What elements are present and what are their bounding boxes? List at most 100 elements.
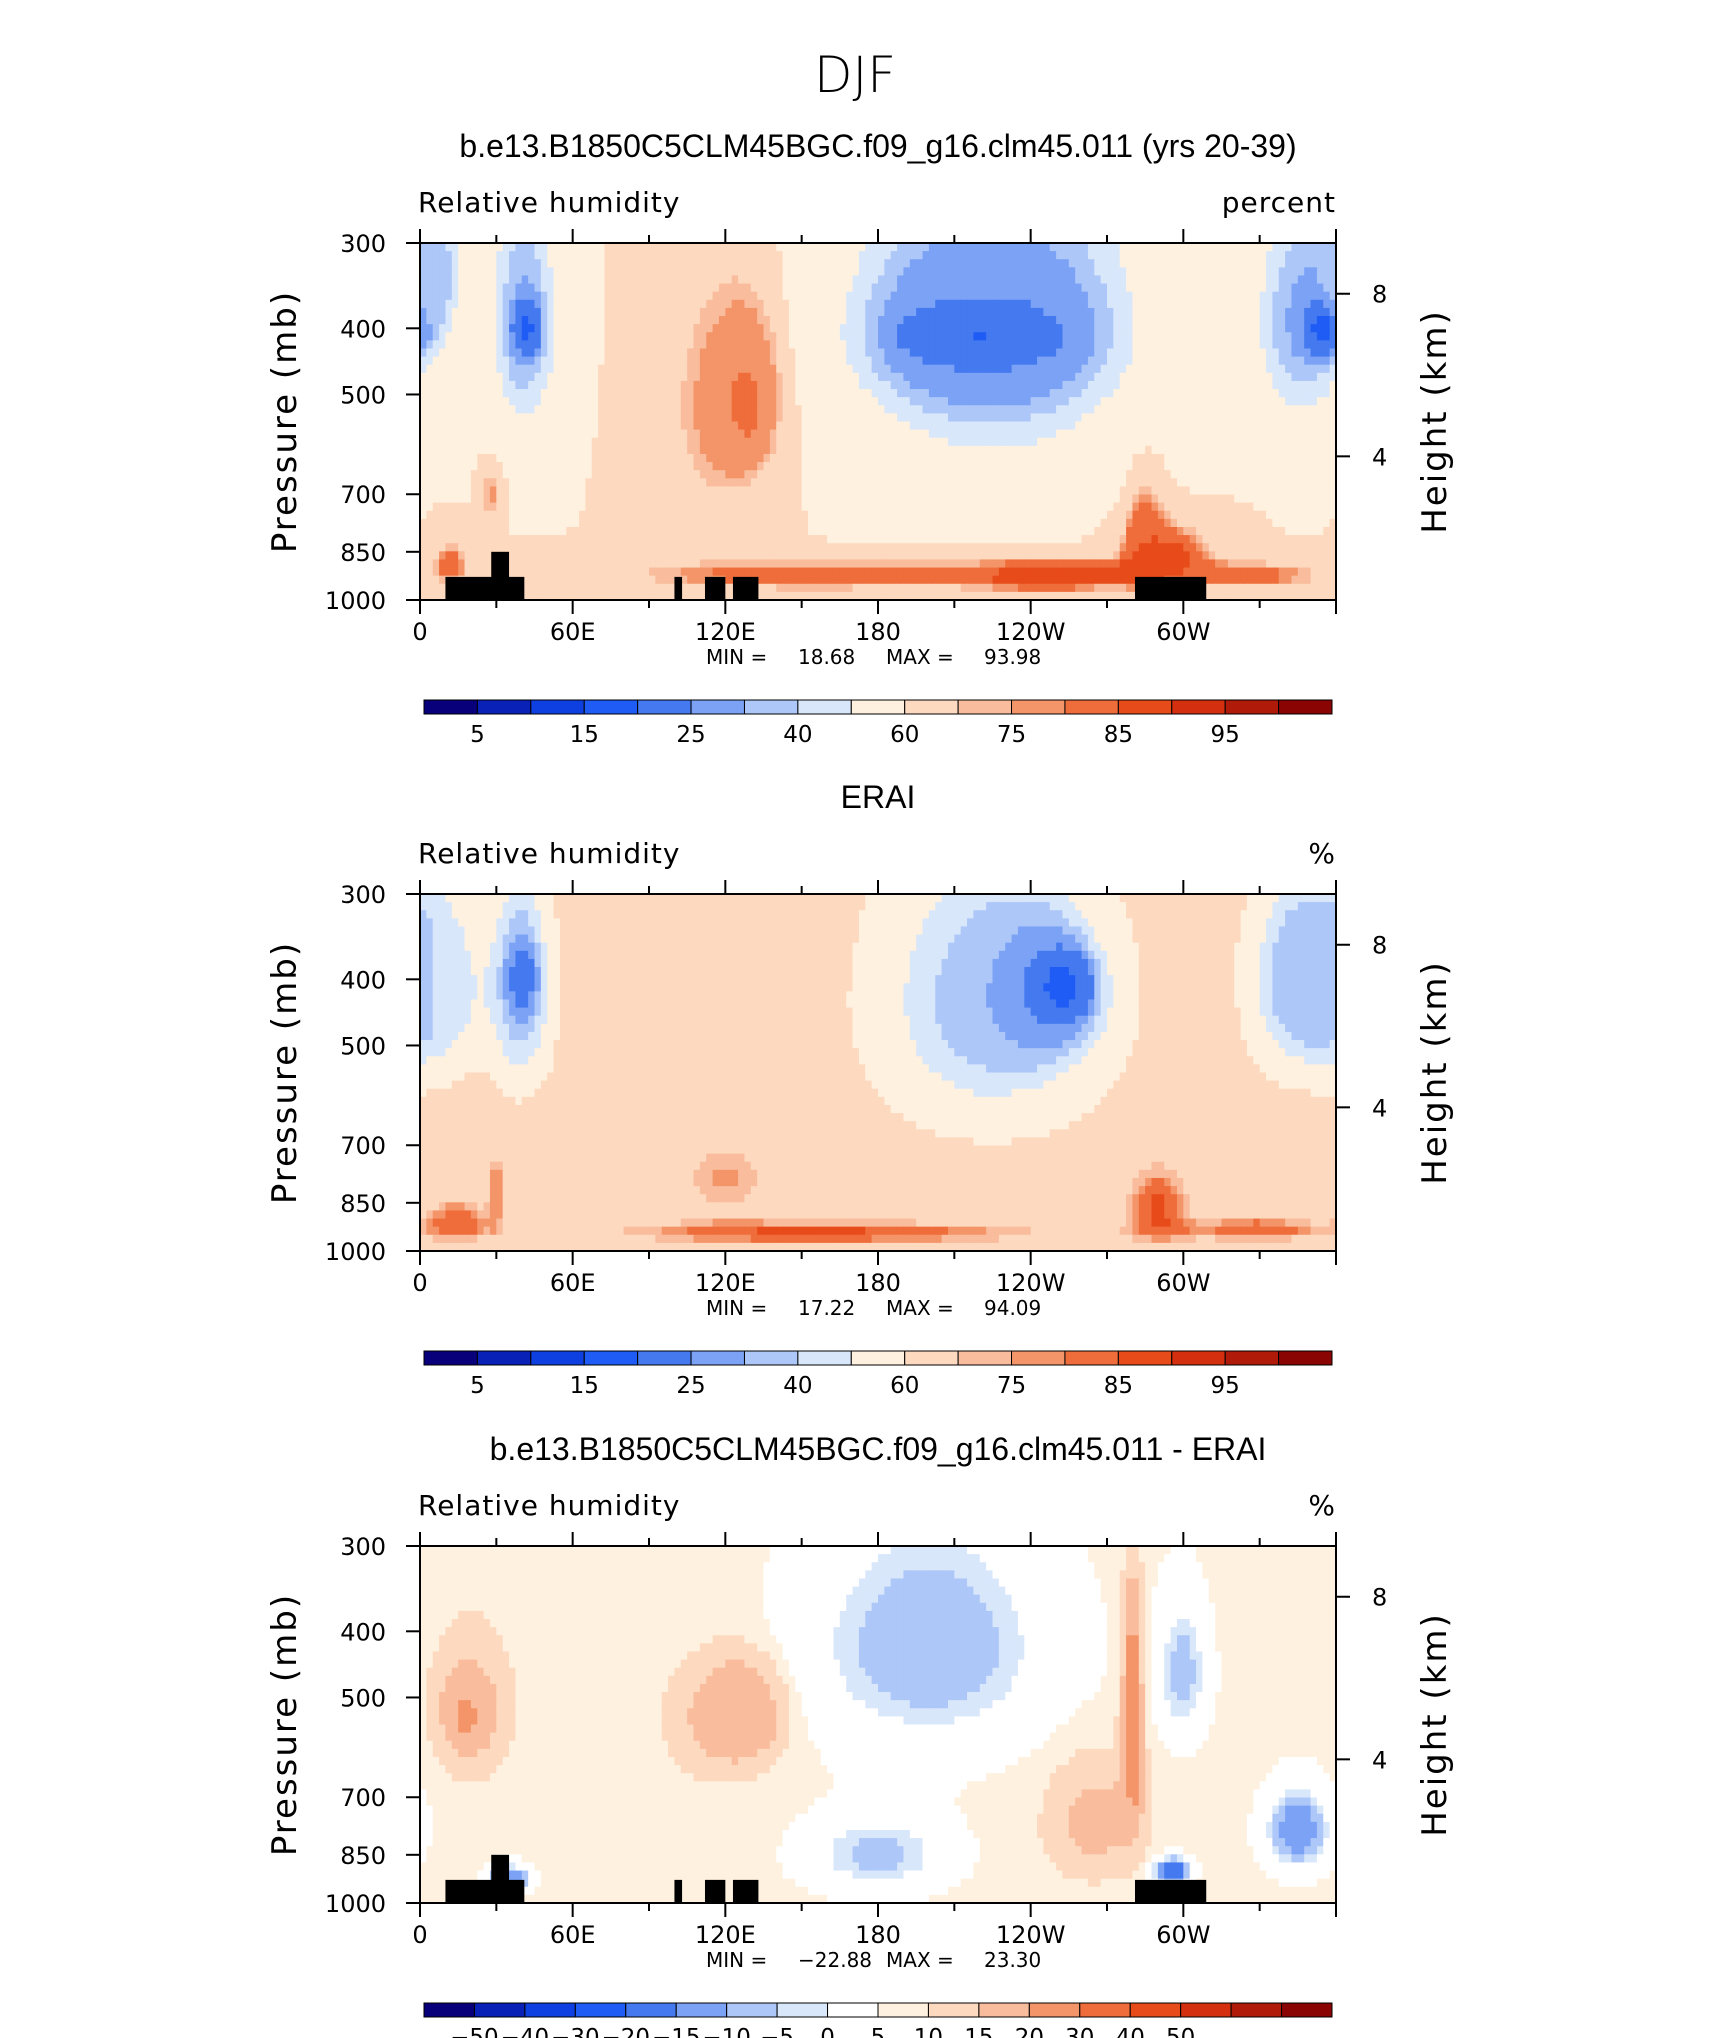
heatmap-cell: [1278, 348, 1286, 358]
heatmap-cell: [528, 340, 536, 350]
heatmap-cell: [598, 275, 606, 285]
heatmap-cell: [464, 291, 472, 301]
heatmap-cell: [680, 397, 688, 406]
heatmap-cell: [763, 421, 771, 431]
heatmap-cell: [725, 307, 733, 317]
heatmap-cell: [1215, 348, 1223, 358]
heatmap-cell: [1234, 494, 1242, 504]
heatmap-cell: [1253, 259, 1261, 268]
heatmap-cell: [1202, 316, 1210, 325]
heatmap-cell: [470, 299, 478, 309]
heatmap-cell: [808, 494, 815, 504]
heatmap-cell: [451, 299, 459, 309]
heatmap-cell: [489, 299, 497, 309]
heatmap-cell: [833, 462, 841, 471]
heatmap-cell: [973, 437, 981, 447]
heatmap-cell: [909, 267, 917, 277]
heatmap-cell: [680, 380, 688, 390]
heatmap-cell: [1291, 413, 1299, 423]
heatmap-cell: [1164, 389, 1172, 398]
heatmap-cell: [1138, 299, 1146, 309]
heatmap-cell: [833, 502, 841, 512]
heatmap-cell: [1126, 332, 1134, 341]
heatmap-cell: [687, 348, 695, 358]
heatmap-cell: [750, 259, 758, 268]
heatmap-cell: [1062, 340, 1070, 350]
heatmap-cell: [833, 299, 841, 309]
heatmap-cell: [585, 429, 593, 439]
heatmap-cell: [947, 389, 955, 398]
heatmap-cell: [1100, 307, 1108, 317]
heatmap-cell: [1157, 372, 1165, 382]
heatmap-cell: [1253, 494, 1261, 504]
heatmap-cell: [1056, 332, 1064, 341]
heatmap-cell: [1240, 445, 1248, 455]
heatmap-cell: [1113, 445, 1121, 455]
heatmap-cell: [617, 470, 625, 479]
heatmap-cell: [1221, 453, 1229, 463]
heatmap-cell: [909, 251, 917, 260]
heatmap-cell: [636, 316, 644, 325]
heatmap-cell: [547, 429, 555, 439]
heatmap-cell: [744, 364, 752, 374]
heatmap-cell: [776, 413, 784, 423]
heatmap-cell: [464, 364, 472, 374]
heatmap-cell: [661, 267, 669, 277]
heatmap-cell: [1329, 275, 1337, 285]
heatmap-cell: [445, 267, 453, 277]
heatmap-cell: [464, 421, 472, 431]
heatmap-cell: [649, 429, 656, 439]
heatmap-cell: [566, 340, 574, 350]
heatmap-cell: [489, 502, 497, 512]
heatmap-cell: [757, 510, 765, 520]
heatmap-cell: [750, 324, 758, 333]
heatmap-cell: [1285, 413, 1293, 423]
heatmap-cell: [1234, 299, 1242, 309]
heatmap-cell: [1164, 372, 1172, 382]
heatmap-cell: [674, 494, 682, 504]
heatmap-cell: [1049, 364, 1057, 374]
heatmap-cell: [897, 348, 905, 358]
heatmap-cell: [610, 413, 618, 423]
heatmap-cell: [693, 502, 701, 512]
heatmap-cell: [808, 429, 815, 439]
heatmap-cell: [1043, 429, 1051, 439]
heatmap-cell: [604, 299, 612, 309]
heatmap-cell: [553, 453, 561, 463]
heatmap-cell: [1291, 445, 1299, 455]
heatmap-cell: [1176, 397, 1184, 406]
heatmap-cell: [1005, 364, 1013, 374]
heatmap-cell: [445, 340, 453, 350]
heatmap-cell: [852, 348, 860, 358]
heatmap-cell: [1138, 316, 1146, 325]
heatmap-cell: [1062, 259, 1070, 268]
heatmap-cell: [1310, 283, 1318, 293]
heatmap-cell: [858, 356, 866, 366]
heatmap-cell: [865, 332, 873, 341]
heatmap-cell: [1100, 445, 1108, 455]
heatmap-cell: [1062, 510, 1070, 520]
heatmap-cell: [909, 316, 917, 325]
heatmap-cell: [559, 267, 567, 277]
heatmap-cell: [909, 364, 917, 374]
heatmap-cell: [470, 251, 478, 260]
heatmap-cell: [890, 364, 898, 374]
heatmap-cell: [1068, 445, 1076, 455]
heatmap-cell: [451, 413, 459, 423]
heatmap-cell: [909, 275, 917, 285]
heatmap-cell: [1253, 445, 1261, 455]
heatmap-cell: [509, 421, 517, 431]
heatmap-cell: [1304, 389, 1312, 398]
heatmap-cell: [1037, 283, 1044, 293]
heatmap-cell: [642, 405, 650, 414]
heatmap-cell: [1285, 462, 1293, 471]
heatmap-cell: [833, 494, 841, 504]
heatmap-cell: [509, 470, 517, 479]
heatmap-cell: [916, 291, 924, 301]
heatmap-cell: [820, 291, 828, 301]
heatmap-cell: [572, 478, 580, 488]
heatmap-cell: [712, 275, 720, 285]
heatmap-cell: [623, 405, 631, 414]
heatmap-cell: [1329, 510, 1337, 520]
